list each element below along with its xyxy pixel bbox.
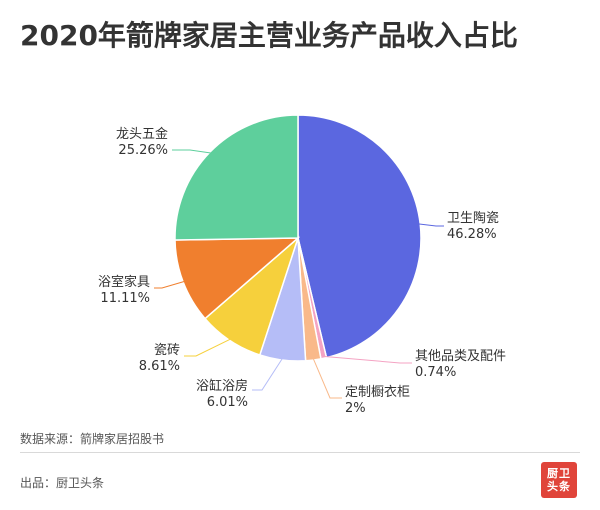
leader-line (312, 357, 342, 399)
leader-line (323, 355, 412, 364)
slice-category-label: 瓷砖 (154, 343, 180, 358)
leader-line (184, 338, 232, 357)
slice-value-label: 0.74% (415, 365, 456, 380)
producer-credit: 出品：厨卫头条 (20, 476, 105, 490)
leader-line (252, 357, 284, 391)
divider (20, 452, 580, 453)
slice-category-label: 其他品类及配件 (415, 349, 506, 364)
leader-lines (154, 149, 444, 399)
slice-category-label: 卫生陶瓷 (447, 210, 499, 226)
slice-value-label: 46.28% (447, 227, 497, 242)
brand-logo: 厨卫 头条 (541, 462, 577, 498)
slice-value-label: 8.61% (139, 359, 180, 374)
leader-line (154, 280, 186, 289)
chart-title: 2020年箭牌家居主营业务产品收入占比 (20, 19, 518, 52)
leader-line (172, 149, 212, 154)
slice-value-label: 6.01% (207, 395, 248, 410)
leader-line (418, 223, 444, 227)
pie-slice (174, 114, 299, 241)
slice-category-label: 定制橱衣柜 (345, 384, 410, 400)
logo-line-1: 厨卫 (547, 467, 571, 480)
logo-line-2: 头条 (547, 480, 571, 493)
slice-value-label: 11.11% (100, 291, 150, 306)
data-source-note: 数据来源：箭牌家居招股书 (20, 432, 165, 446)
slice-category-label: 浴室家具 (98, 274, 150, 290)
slice-value-label: 2% (345, 401, 366, 416)
slice-value-label: 25.26% (118, 143, 168, 158)
slice-category-label: 浴缸浴房 (196, 378, 248, 394)
slice-category-label: 龙头五金 (116, 126, 168, 142)
pie-slices (174, 114, 422, 362)
